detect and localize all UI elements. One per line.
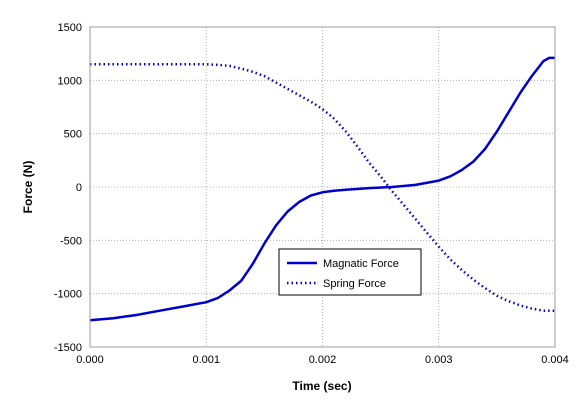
- x-tick-label: 0.001: [192, 354, 220, 366]
- x-tick-label: 0.003: [425, 354, 453, 366]
- y-axis-title: Force (N): [21, 161, 35, 214]
- x-tick-label: 0.000: [76, 354, 104, 366]
- legend-label-spring-force: Spring Force: [323, 278, 386, 290]
- legend-box: [278, 248, 422, 296]
- legend: Magnatic Force Spring Force: [278, 248, 422, 296]
- x-axis-title: Time (sec): [292, 379, 351, 393]
- y-tick-label: 1000: [58, 75, 82, 87]
- y-tick-label: -500: [60, 235, 82, 247]
- y-tick-label: -1000: [54, 289, 82, 301]
- series-line-magnatic-force: [89, 56, 555, 322]
- legend-label-magnatic-force: Magnatic Force: [323, 258, 399, 270]
- series-lines: [89, 56, 555, 322]
- y-tick-label: 0: [76, 182, 82, 194]
- x-tick-label: 0.004: [541, 354, 569, 366]
- y-tick-label: 1500: [58, 22, 82, 34]
- y-tick-label: -1500: [54, 342, 82, 354]
- y-tick-label: 500: [64, 129, 82, 141]
- x-tick-label: 0.002: [309, 354, 337, 366]
- series-line-spring-force: [90, 63, 555, 312]
- grid-lines: [90, 27, 555, 347]
- tick-labels: 0.000 0.001 0.002 0.003 0.004 1500 1000 500 0 -50…: [54, 22, 569, 366]
- plot-border: [89, 26, 556, 348]
